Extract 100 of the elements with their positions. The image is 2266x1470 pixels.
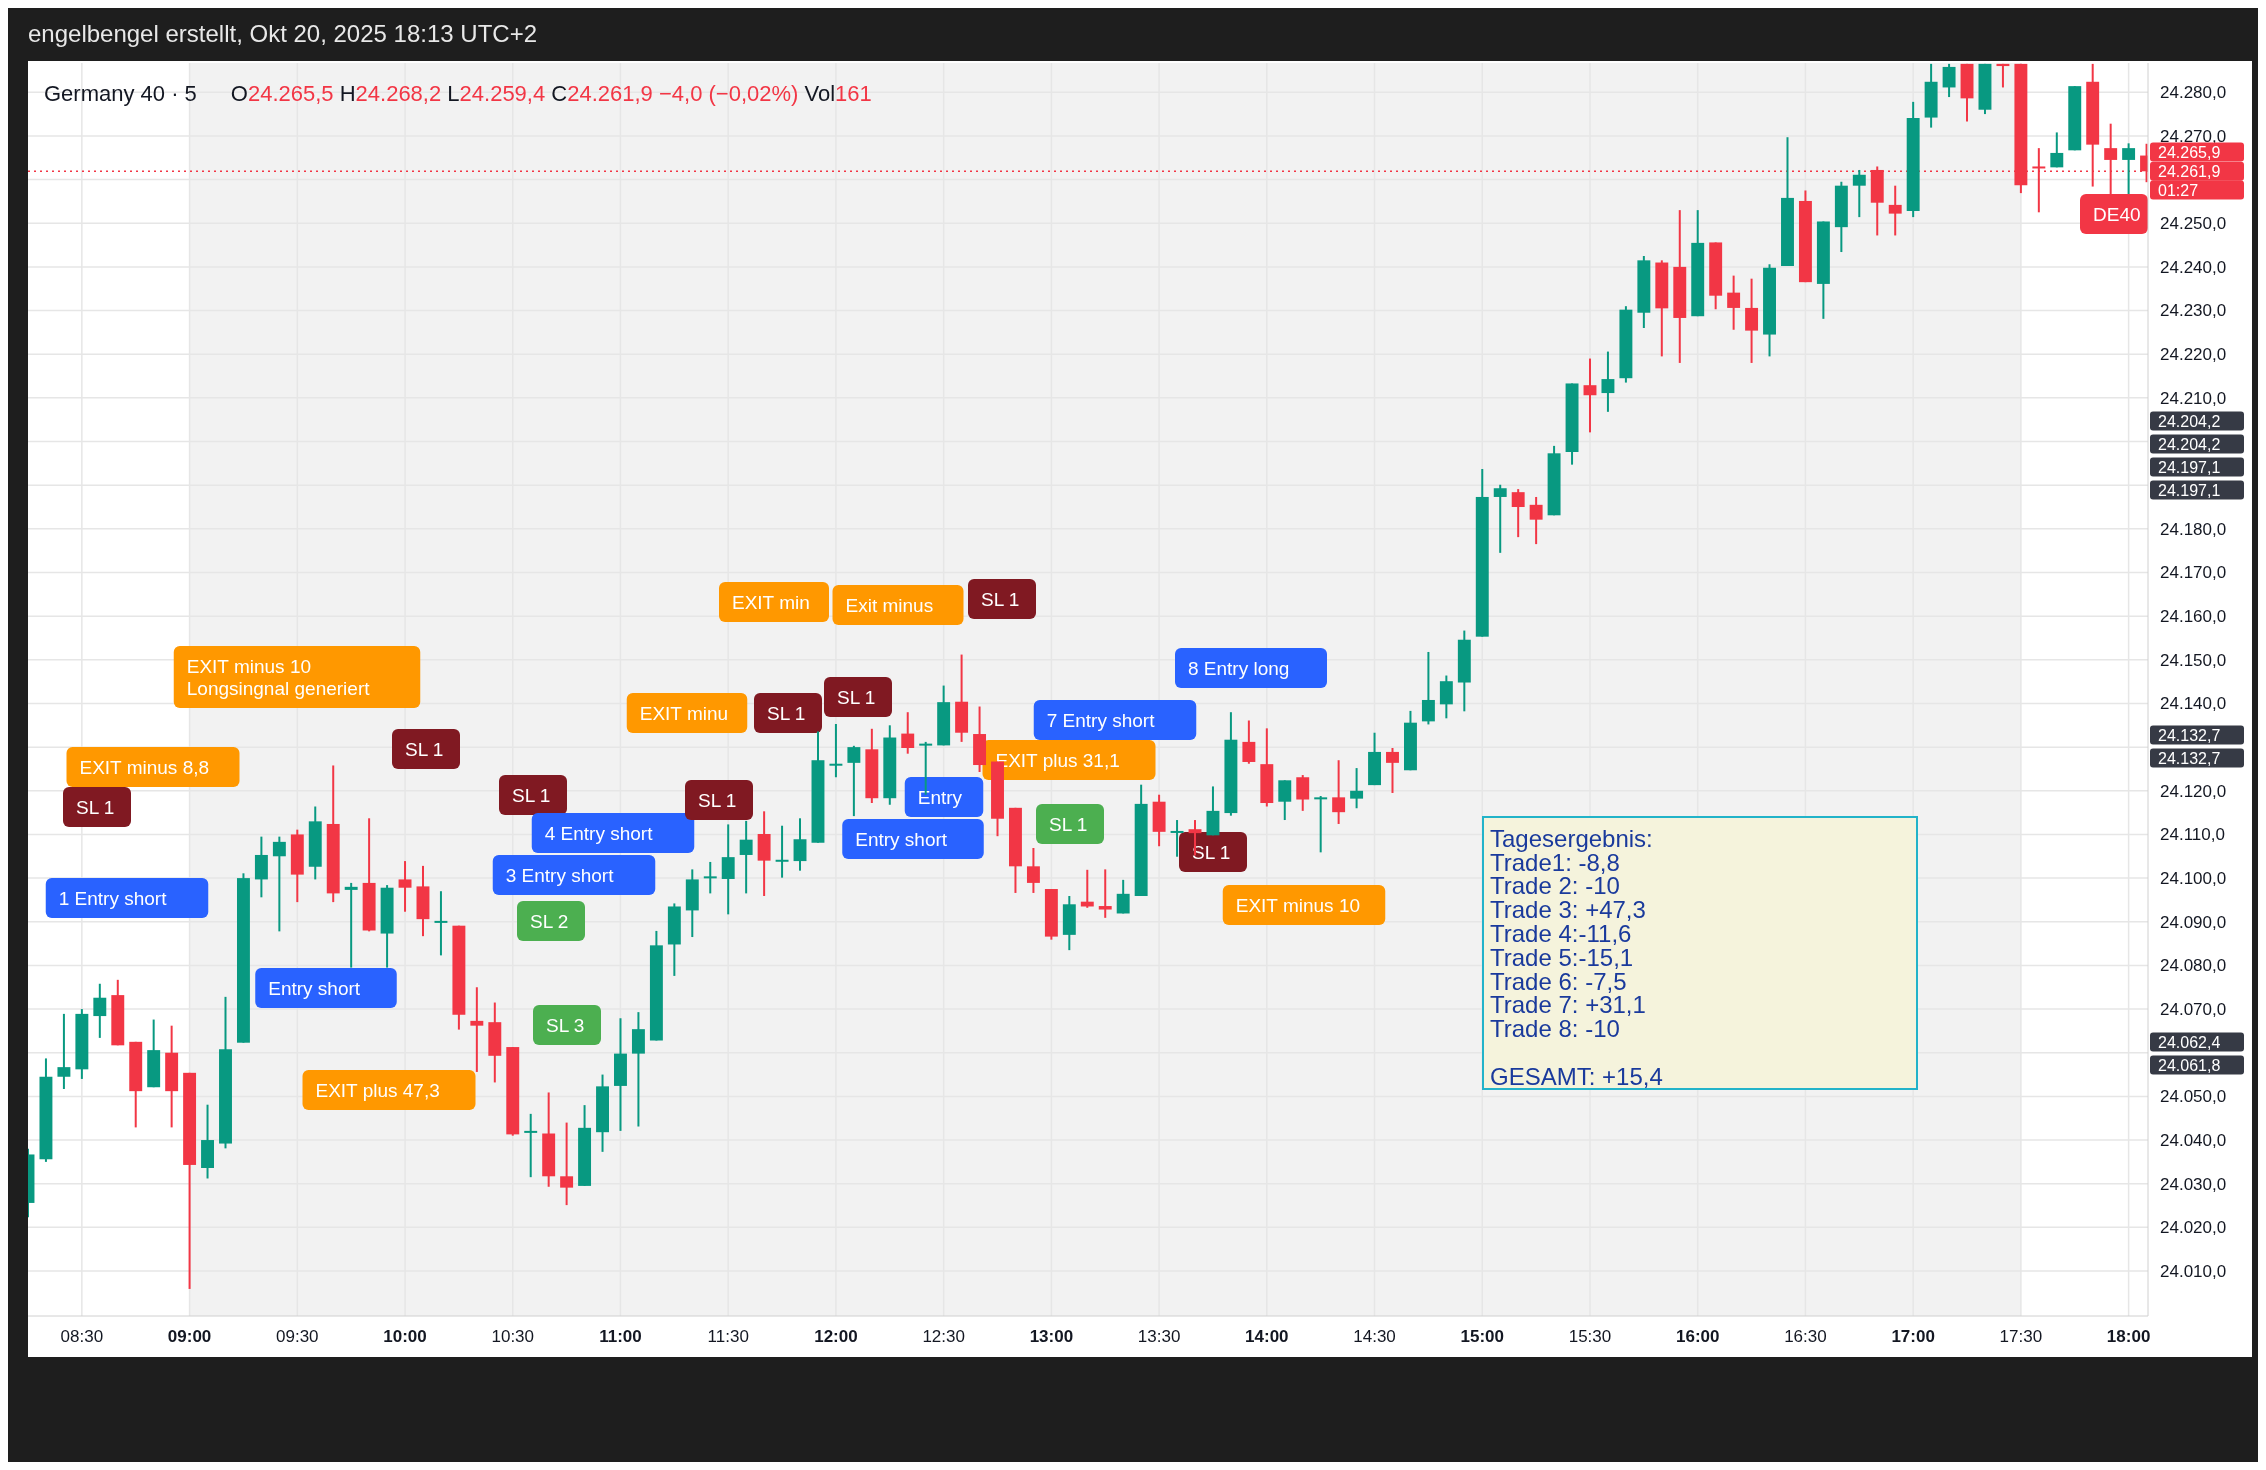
annotation: EXIT minus 8,8: [79, 757, 210, 779]
candlestick: [1601, 350, 1615, 413]
x-tick-label: 09:00: [167, 1327, 212, 1346]
annotation: 4 Entry short: [544, 823, 654, 845]
chart-title: engelbengel erstellt, Okt 20, 2025 18:13 UTC+2: [28, 20, 537, 47]
candlestick: [524, 1112, 538, 1179]
candlestick: [93, 982, 107, 1039]
annotation: SL 1: [405, 739, 444, 761]
label-box: Exit minus: [832, 585, 964, 625]
x-tick-label: 11:30: [707, 1327, 749, 1346]
label-box: EXIT plus 47,3: [302, 1070, 476, 1110]
x-tick-label: 10:30: [491, 1327, 535, 1346]
y-tick-label: 24.100,0: [2160, 869, 2227, 889]
x-tick-label: 18:00: [2106, 1327, 2151, 1346]
candlestick: [721, 823, 735, 916]
x-tick-label: 15:30: [1568, 1327, 1612, 1346]
candlestick: [560, 1121, 574, 1207]
label-box: SL 3: [533, 1005, 601, 1045]
label-box: EXIT minus 8,8: [66, 747, 240, 787]
x-tick-label: 14:30: [1353, 1327, 1396, 1346]
y-tick-label: 24.010,0: [2160, 1261, 2227, 1281]
candlestick: [2122, 142, 2136, 195]
candlestick: [793, 817, 807, 872]
y-tick-label: 24.040,0: [2160, 1131, 2227, 1151]
ref-line-label: 24.261,9: [2158, 162, 2221, 180]
annotation: Entry: [917, 787, 963, 809]
x-tick-label: 09:30: [276, 1327, 319, 1346]
label-box: SL 1: [824, 677, 892, 717]
annotation: 1 Entry short: [58, 888, 168, 910]
y-tick-label: 24.090,0: [2160, 912, 2227, 932]
candlestick: [57, 1012, 71, 1090]
annotation: EXIT minu: [639, 703, 729, 725]
annotation: SL 2: [530, 911, 569, 933]
x-tick-label: 08:30: [60, 1327, 104, 1346]
candlestick: [1942, 63, 1956, 99]
candlestick: [1116, 878, 1130, 915]
y-tick-label: 24.030,0: [2160, 1174, 2227, 1194]
x-tick-label: 10:00: [383, 1327, 427, 1346]
label-box: SL 1: [754, 693, 822, 733]
y-tick-label: 24.280,0: [2160, 83, 2227, 103]
label-box: SL 1: [63, 787, 131, 827]
y-tick-label: 24.240,0: [2160, 257, 2227, 277]
x-tick-label: 17:00: [1891, 1327, 1935, 1346]
annotation: EXIT plus 47,3: [315, 1080, 440, 1102]
y-tick-label: 24.250,0: [2160, 214, 2227, 234]
candlestick: [1727, 274, 1741, 331]
y-tick-label: 24.050,0: [2160, 1087, 2227, 1107]
label-box: SL 1: [1036, 804, 1104, 844]
annotation: SL 1: [767, 703, 806, 725]
annotation: EXIT minus 10: [1235, 895, 1361, 917]
annotation: EXIT minus 10 Longsingnal generiert: [186, 656, 371, 700]
x-tick-label: 11:00: [599, 1327, 642, 1346]
candlestick: [2032, 147, 2046, 214]
label-box: EXIT min: [719, 582, 829, 622]
x-tick-label: 14:00: [1245, 1327, 1289, 1346]
candlestick: [739, 819, 753, 895]
info-panel: Tagesergebnis: Trade1: -8,8 Trade 2: -10 Trade 3: +47,3 Trade 4:-11,6 Trade 5:-15,1 Trade 6: -7,5 Trade 7: +31,1 Trade 8: -10 GESAMT: +15,4: [1482, 816, 1918, 1090]
candlestick: [775, 824, 789, 879]
label-box: DE40: [2080, 194, 2148, 234]
text: Germany 40 · 5: [44, 81, 197, 106]
candlestick: [2104, 122, 2118, 195]
candlestick: [703, 860, 717, 895]
label-box: SL 1: [392, 729, 460, 769]
x-tick-label: 13:00: [1029, 1327, 1074, 1346]
y-tick-label: 24.120,0: [2160, 781, 2227, 801]
x-tick-label: 15:00: [1460, 1327, 1505, 1346]
annotation: SL 1: [512, 785, 551, 807]
y-tick-label: 24.020,0: [2160, 1218, 2227, 1238]
candlestick: [1026, 846, 1040, 894]
label-box: Entry: [904, 777, 984, 817]
candlestick: [1511, 488, 1525, 539]
y-tick-label: 24.210,0: [2160, 388, 2227, 408]
annotation: SL 1: [981, 589, 1020, 611]
label-box: 8 Entry long: [1175, 648, 1327, 688]
label-box: Entry short: [842, 819, 984, 859]
label-box: SL 2: [517, 901, 585, 941]
label-box: 3 Entry short: [492, 855, 656, 895]
label-box: 1 Entry short: [45, 878, 209, 918]
y-tick-label: 24.150,0: [2160, 650, 2227, 670]
x-tick-label: 17:30: [1999, 1327, 2043, 1346]
x-tick-label: 16:30: [1784, 1327, 1827, 1346]
candlestick: [1332, 759, 1346, 825]
candlestick: [1098, 868, 1112, 919]
candlestick: [1852, 168, 1866, 219]
candlestick: [1888, 184, 1902, 237]
x-tick-label: 12:00: [814, 1327, 858, 1346]
candlestick: [1493, 483, 1507, 554]
annotation: SL 1: [698, 790, 737, 812]
candlestick: [829, 722, 843, 779]
annotation: SL 3: [546, 1015, 585, 1037]
annotation: EXIT min: [732, 592, 810, 614]
label-box: Entry short: [255, 968, 397, 1008]
y-tick-label: 24.220,0: [2160, 345, 2227, 365]
candlestick: [434, 890, 448, 957]
annotation: 8 Entry long: [1188, 658, 1290, 680]
candlestick: [1242, 719, 1256, 765]
candlestick: [1314, 795, 1328, 854]
candlestick: [1745, 277, 1759, 364]
candlestick: [470, 986, 484, 1073]
candlestick: [1439, 674, 1453, 720]
